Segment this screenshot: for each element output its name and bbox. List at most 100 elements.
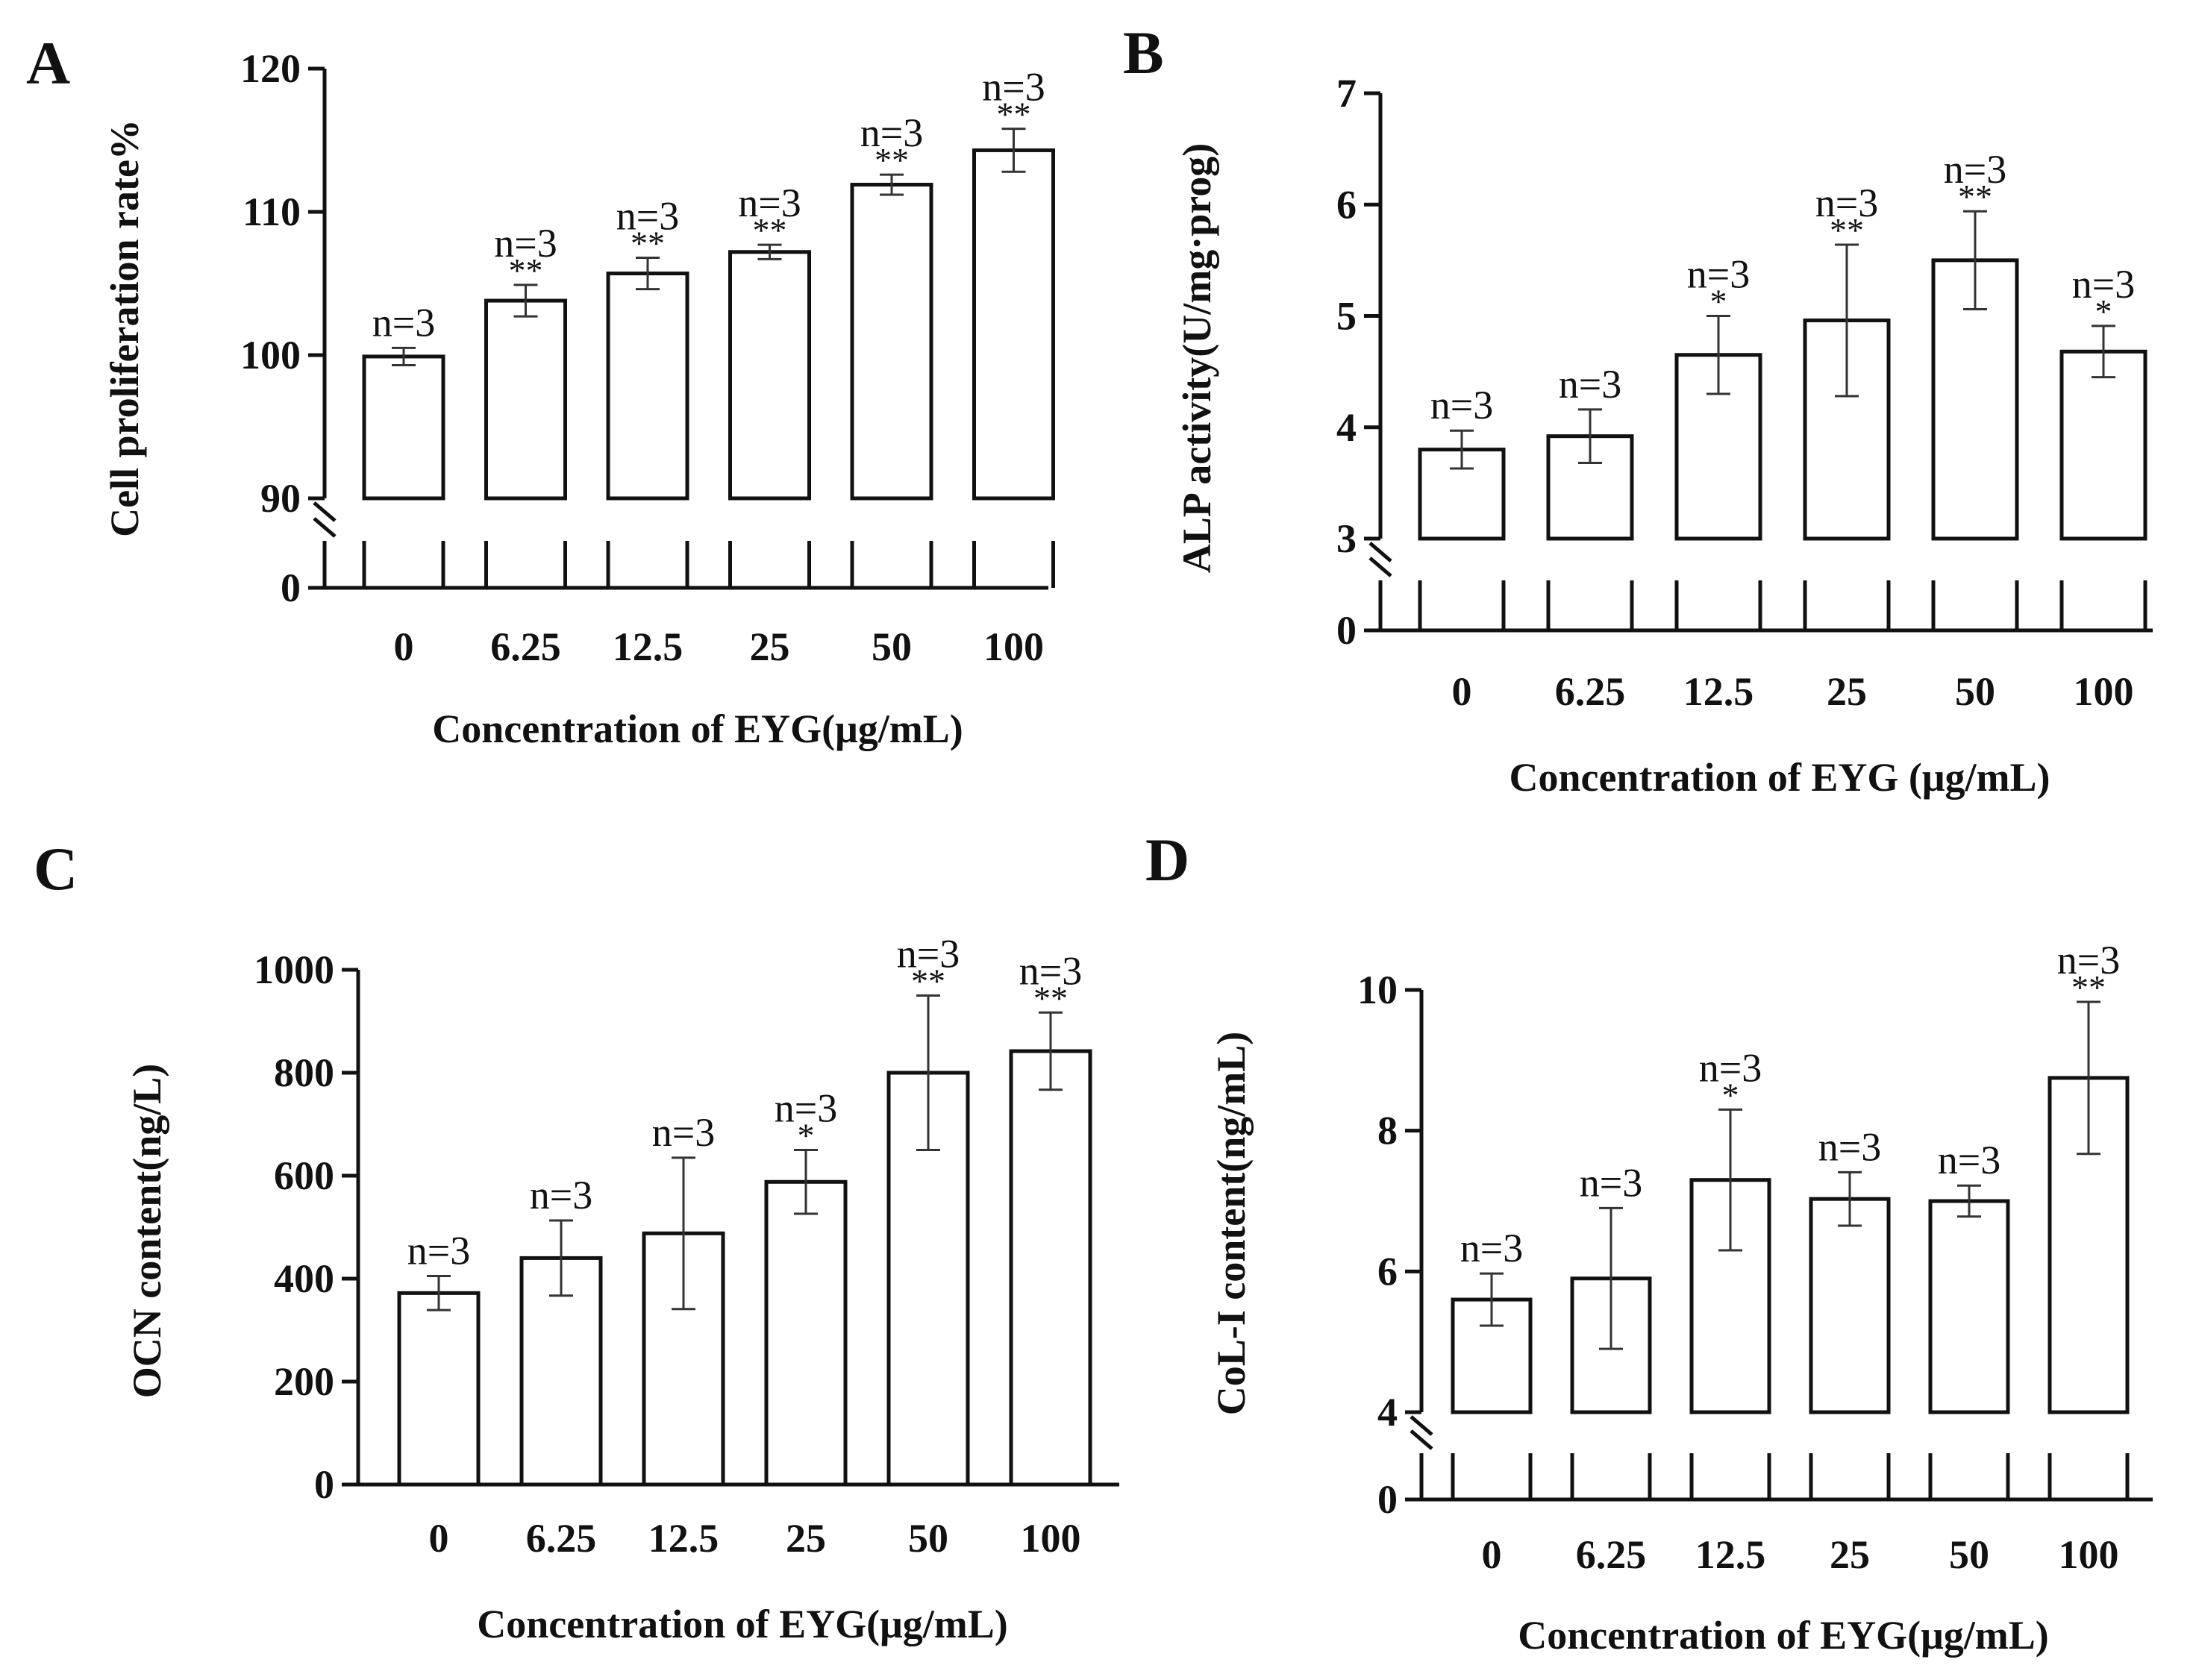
n-label: n=3 — [1460, 1226, 1523, 1270]
y-tick-label: 110 — [243, 189, 301, 234]
bar — [362, 354, 445, 501]
n-label: n=3 — [1938, 1138, 2000, 1182]
bar — [764, 1179, 848, 1487]
x-axis-title: Concentration of EYG (μg/mL) — [1509, 755, 2050, 800]
x-tick-label: 25 — [1830, 1532, 1870, 1577]
x-tick-label: 50 — [1949, 1532, 1989, 1577]
y-tick-label: 400 — [274, 1256, 334, 1301]
y-tick-label: 0 — [314, 1462, 334, 1507]
bar — [397, 1291, 481, 1487]
y-tick-label: 600 — [274, 1153, 334, 1198]
x-tick-label: 50 — [1955, 669, 1995, 714]
n-label: n=3 — [652, 1110, 715, 1155]
bar — [1809, 1197, 1891, 1414]
x-tick-label: 25 — [750, 624, 790, 669]
y-tick-label: 800 — [274, 1050, 334, 1095]
n-label: n=3 — [1019, 948, 1082, 993]
bar — [728, 250, 811, 501]
y-axis-title: OCN content(ng/L) — [125, 1064, 169, 1398]
bar — [484, 298, 567, 501]
panel-c: C02004006008001000n=30n=36.25n=312.5*n=3… — [34, 835, 1119, 1646]
x-tick-label: 100 — [2059, 1532, 2119, 1577]
x-tick-label: 12.5 — [1695, 1532, 1766, 1577]
panel-d: D046810n=30n=36.25*n=312.5n=325n=350**n=… — [1145, 826, 2153, 1658]
y-tick-label: 7 — [1336, 71, 1357, 116]
y-tick-label: 0 — [1377, 1477, 1398, 1522]
n-label: n=3 — [1687, 252, 1750, 297]
x-tick-label: 0 — [394, 624, 414, 669]
x-tick-label: 25 — [786, 1516, 826, 1561]
x-tick-label: 12.5 — [613, 624, 683, 669]
x-tick-label: 12.5 — [1683, 669, 1754, 714]
axis-break-mark — [1410, 1415, 1433, 1436]
n-label: n=3 — [1699, 1045, 1762, 1090]
y-tick-label: 90 — [260, 476, 301, 521]
y-axis-title: CoL-I content(ng/mL) — [1209, 1032, 1254, 1415]
bar — [1928, 1199, 2010, 1414]
x-axis-title: Concentration of EYG(μg/mL) — [432, 706, 963, 751]
n-label: n=3 — [2072, 262, 2135, 307]
bar — [972, 148, 1055, 501]
x-tick-label: 0 — [429, 1516, 449, 1561]
x-tick-label: 100 — [2074, 669, 2134, 714]
significance-label: ** — [911, 962, 945, 1000]
x-axis-title: Concentration of EYG(μg/mL) — [1518, 1613, 2049, 1658]
y-tick-label: 4 — [1377, 1390, 1398, 1435]
x-tick-label: 100 — [983, 624, 1044, 669]
y-tick-label: 120 — [240, 46, 301, 91]
n-label: n=3 — [1580, 1160, 1642, 1205]
n-label: n=3 — [860, 110, 923, 155]
significance-label: ** — [2071, 968, 2106, 1006]
x-tick-label: 6.25 — [1555, 669, 1626, 714]
n-label: n=3 — [616, 193, 679, 238]
n-label: n=3 — [897, 932, 960, 977]
y-tick-label: 0 — [281, 565, 301, 610]
n-label: n=3 — [1559, 362, 1621, 407]
n-label: n=3 — [775, 1086, 837, 1131]
x-tick-label: 0 — [1482, 1532, 1502, 1577]
n-label: n=3 — [1818, 1124, 1881, 1169]
axis-break-mark — [313, 501, 337, 522]
significance-label: ** — [997, 95, 1031, 134]
y-tick-label: 8 — [1377, 1109, 1398, 1153]
significance-label: ** — [753, 211, 787, 249]
y-tick-label: 10 — [1357, 968, 1398, 1012]
axis-break-mark — [1368, 542, 1392, 562]
y-tick-label: 100 — [240, 333, 301, 377]
n-label: n=3 — [1815, 181, 1878, 225]
significance-label: * — [1722, 1076, 1739, 1114]
bar — [1009, 1049, 1092, 1487]
significance-label: ** — [631, 224, 665, 262]
y-tick-label: 200 — [274, 1359, 334, 1404]
significance-label: * — [1710, 283, 1727, 321]
y-tick-label: 0 — [1336, 608, 1357, 653]
y-tick-label: 4 — [1336, 405, 1357, 450]
x-tick-label: 100 — [1021, 1516, 1081, 1561]
n-label: n=3 — [738, 181, 801, 225]
axis-break-mark — [313, 517, 337, 538]
n-label: n=3 — [1944, 147, 2006, 192]
x-tick-label: 6.25 — [1576, 1532, 1647, 1577]
y-tick-label: 1000 — [254, 947, 334, 992]
bar — [2059, 349, 2147, 541]
y-tick-label: 3 — [1336, 516, 1357, 561]
x-tick-label: 12.5 — [648, 1516, 719, 1561]
axis-break-mark — [1368, 557, 1392, 577]
n-label: n=3 — [2057, 938, 2120, 982]
x-tick-label: 50 — [908, 1516, 948, 1561]
significance-label: ** — [1958, 178, 1992, 216]
x-tick-label: 6.25 — [490, 624, 561, 669]
x-tick-label: 50 — [872, 624, 912, 669]
y-tick-label: 6 — [1377, 1249, 1398, 1294]
significance-label: ** — [1033, 979, 1068, 1017]
y-tick-label: 6 — [1336, 182, 1357, 227]
panel-letter: A — [26, 29, 70, 97]
y-axis-title: ALP activity(U/mg·prog) — [1174, 143, 1219, 573]
significance-label: * — [2095, 292, 2112, 330]
significance-label: ** — [1830, 211, 1864, 249]
y-tick-label: 5 — [1336, 294, 1357, 339]
y-axis-title: Cell proliferation rate% — [102, 119, 147, 537]
n-label: n=3 — [372, 300, 435, 345]
n-label: n=3 — [530, 1173, 592, 1217]
n-label: n=3 — [407, 1229, 470, 1273]
